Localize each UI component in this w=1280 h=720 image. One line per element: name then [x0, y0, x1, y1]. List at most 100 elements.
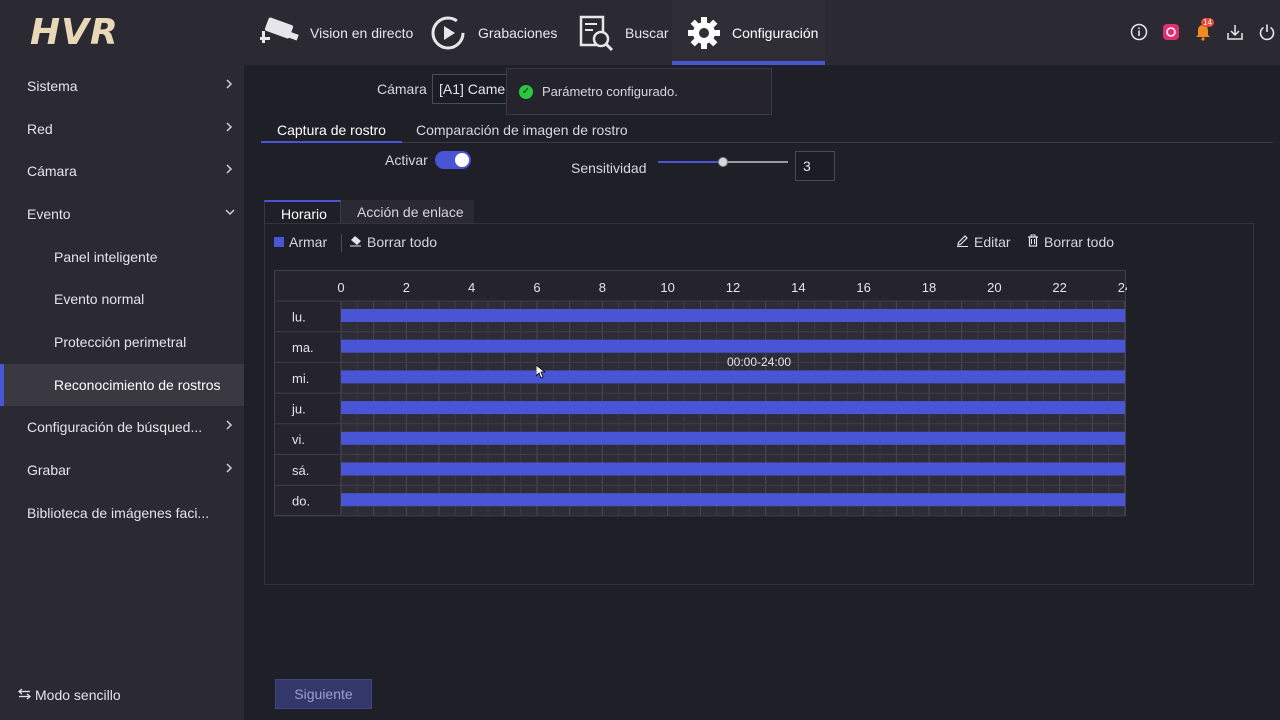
armed-time-bar: [341, 309, 1125, 322]
sidebar-item-grabar[interactable]: Grabar: [0, 449, 244, 491]
schedule-grid[interactable]: 024681012141618202224lu.ma.mi.ju.vi.sá.d…: [274, 270, 1127, 517]
nav-recordings-label: Grabaciones: [478, 24, 558, 41]
arm-color-swatch: [274, 237, 284, 247]
nav-recordings[interactable]: Grabaciones: [426, 0, 557, 65]
day-label: sá.: [292, 463, 309, 478]
info-icon[interactable]: [1129, 22, 1149, 42]
sensitivity-input[interactable]: 3: [795, 151, 835, 181]
edit-label: Editar: [974, 234, 1011, 250]
nav-live-view[interactable]: Vision en directo: [258, 0, 413, 65]
tab-face-comparison[interactable]: Comparación de imagen de rostro: [416, 122, 628, 138]
toolbar-divider: [341, 234, 342, 252]
day-label: do.: [292, 494, 310, 509]
camera-icon: [258, 13, 302, 53]
sidebar-item-label: Evento normal: [54, 291, 145, 307]
download-icon[interactable]: [1225, 22, 1245, 42]
hour-label: 24: [1118, 280, 1127, 295]
schedule-range-label: 00:00-24:00: [727, 355, 792, 369]
sensitivity-label: Sensitividad: [571, 160, 647, 176]
chevron-right-icon: [224, 121, 236, 135]
sidebar-item-panel-inteligente[interactable]: Panel inteligente: [0, 236, 244, 278]
sidebar-item-label: Sistema: [27, 78, 78, 94]
day-label: ju.: [291, 401, 306, 416]
sidebar: Sistema Red Cámara Evento Panel intelige…: [0, 65, 244, 720]
feature-tabs: Captura de rostro Comparación de imagen …: [261, 119, 1273, 143]
arm-label: Armar: [289, 234, 328, 250]
sidebar-item-red[interactable]: Red: [0, 108, 244, 150]
power-icon[interactable]: [1257, 22, 1277, 42]
sidebar-item-label: Evento: [27, 206, 71, 222]
armed-time-bar: [341, 339, 1125, 353]
swap-icon: [17, 687, 32, 703]
hour-label: 12: [726, 280, 740, 295]
clear-all-label: Borrar todo: [367, 234, 438, 250]
sidebar-item-reconocimiento-rostros[interactable]: Reconocimiento de rostros: [0, 364, 244, 406]
sidebar-item-label: Configuración de búsqued...: [27, 419, 203, 435]
tab-schedule[interactable]: Horario: [264, 200, 341, 224]
hour-label: 22: [1052, 280, 1066, 295]
top-bar: HVR Vision en directo Grabaciones Buscar…: [0, 0, 1280, 65]
nav-live-view-label: Vision en directo: [310, 24, 414, 41]
bell-icon[interactable]: 14: [1193, 18, 1214, 42]
edit-button[interactable]: Editar: [956, 234, 1011, 250]
gear-icon: [684, 13, 724, 53]
sidebar-item-label: Red: [27, 121, 53, 137]
nav-configuration-label: Configuración: [732, 24, 819, 41]
toggle-knob: [455, 153, 469, 167]
sidebar-item-label: Protección perimetral: [54, 334, 187, 350]
clear-all-label: Borrar todo: [1044, 234, 1115, 250]
hour-label: 2: [403, 280, 410, 295]
hour-label: 16: [856, 280, 870, 295]
armed-time-bar: [341, 462, 1125, 476]
clear-all-left-button[interactable]: Borrar todo: [349, 234, 437, 250]
playback-icon: [426, 13, 470, 53]
sensitivity-slider[interactable]: [658, 157, 788, 167]
arm-button[interactable]: Armar: [274, 234, 327, 250]
sidebar-item-evento-normal[interactable]: Evento normal: [0, 278, 244, 320]
sidebar-item-label: Cámara: [27, 163, 77, 179]
chevron-down-icon: [224, 206, 236, 220]
hour-label: 20: [987, 280, 1001, 295]
armed-time-bar: [341, 401, 1125, 415]
hour-label: 4: [468, 280, 475, 295]
toast-message: Parámetro configurado.: [542, 84, 678, 99]
camera-label: Cámara: [377, 81, 427, 97]
sidebar-item-label: Grabar: [27, 462, 71, 478]
eraser-icon: [349, 234, 362, 250]
next-button[interactable]: Siguiente: [275, 679, 372, 709]
nav-configuration[interactable]: Configuración: [672, 0, 825, 65]
user-icon[interactable]: [1161, 22, 1181, 42]
sidebar-item-evento[interactable]: Evento: [0, 193, 244, 235]
hour-label: 10: [660, 280, 674, 295]
hour-label: 18: [922, 280, 936, 295]
sidebar-item-biblioteca-imagenes[interactable]: Biblioteca de imágenes faci...: [0, 492, 244, 534]
enable-label: Activar: [385, 152, 428, 168]
armed-time-bar: [341, 493, 1125, 507]
hour-label: 8: [599, 280, 606, 295]
sidebar-item-configuracion-busqueda[interactable]: Configuración de búsqued...: [0, 406, 244, 448]
notification-count: 14: [1201, 18, 1214, 27]
day-label: ma.: [292, 340, 314, 355]
enable-toggle[interactable]: [435, 151, 471, 169]
day-label: lu.: [292, 309, 306, 324]
sidebar-item-camara[interactable]: Cámara: [0, 150, 244, 192]
hour-label: 14: [791, 280, 805, 295]
clear-all-right-button[interactable]: Borrar todo: [1027, 234, 1114, 250]
simple-mode-label: Modo sencillo: [35, 687, 121, 703]
simple-mode-button[interactable]: Modo sencillo: [17, 687, 121, 703]
tab-linkage-action[interactable]: Acción de enlace: [341, 200, 474, 224]
main-content: Cámara [A1] Camera ✓ Parámetro configura…: [244, 65, 1280, 720]
active-nav-indicator: [672, 61, 825, 65]
nav-search-label: Buscar: [625, 24, 669, 41]
chevron-right-icon: [224, 78, 236, 92]
nav-search[interactable]: Buscar: [573, 0, 669, 65]
slider-thumb[interactable]: [718, 157, 728, 167]
armed-time-bar: [341, 431, 1125, 445]
chevron-right-icon: [224, 163, 236, 177]
armed-time-bar: [341, 370, 1125, 384]
mouse-cursor-icon: [535, 364, 547, 384]
tab-face-capture[interactable]: Captura de rostro: [261, 119, 402, 143]
hour-label: 6: [533, 280, 540, 295]
sidebar-item-proteccion-perimetral[interactable]: Protección perimetral: [0, 321, 244, 363]
sidebar-item-sistema[interactable]: Sistema: [0, 65, 244, 107]
